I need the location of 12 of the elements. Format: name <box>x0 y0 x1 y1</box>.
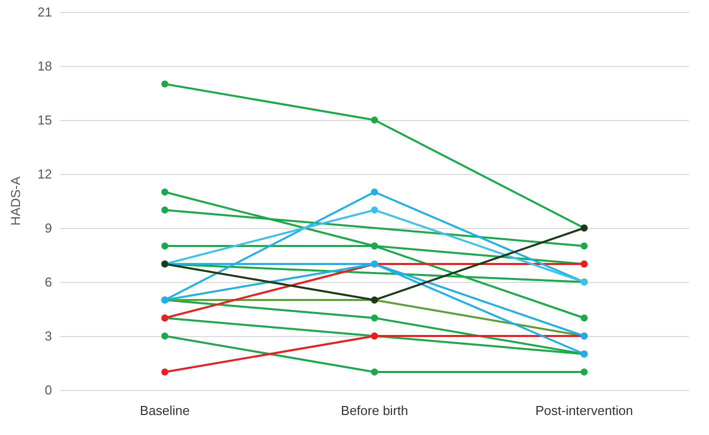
y-tick-label: 3 <box>44 328 52 344</box>
x-tick-label: Baseline <box>140 403 190 418</box>
y-tick-label: 15 <box>38 112 52 128</box>
y-tick-label: 18 <box>38 58 52 74</box>
x-tick-label: Post-intervention <box>535 403 633 418</box>
y-axis-title: HADS-A <box>8 176 23 226</box>
x-tick-label: Before birth <box>340 403 408 418</box>
y-tick-label: 9 <box>44 220 52 236</box>
y-tick-label: 0 <box>44 382 52 398</box>
y-tick-label: 12 <box>38 166 52 182</box>
y-tick-label: 21 <box>38 4 52 20</box>
y-tick-label: 6 <box>44 274 52 290</box>
